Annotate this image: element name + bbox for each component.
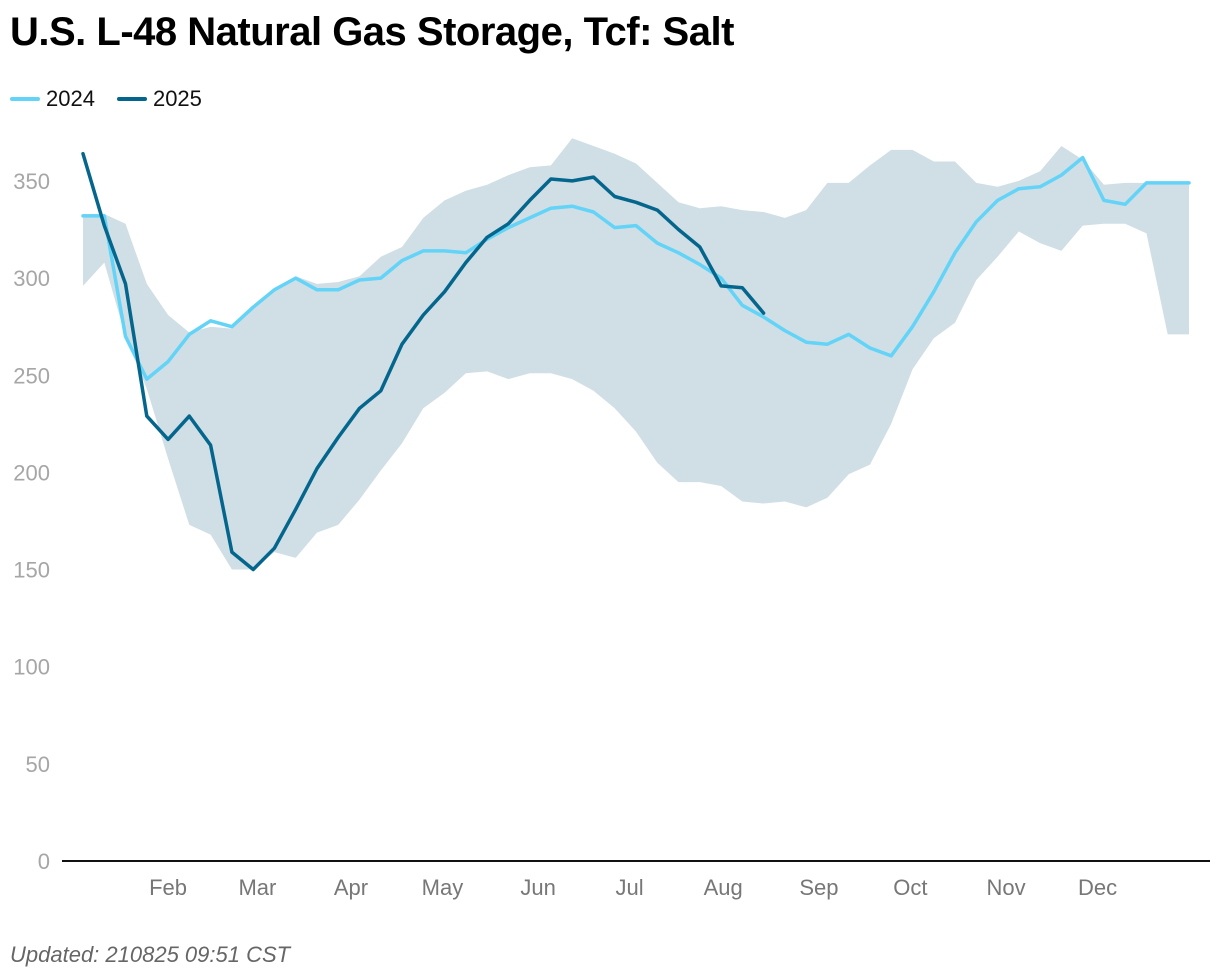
series-line-2025 (81, 151, 766, 572)
series-line-2024 (81, 155, 1191, 381)
x-tick-label: Mar (238, 875, 276, 900)
range-band-layer (83, 138, 1189, 570)
legend-label-2024: 2024 (46, 86, 95, 111)
updated-timestamp: Updated: 210825 09:51 CST (10, 942, 291, 967)
y-tick-label: 200 (13, 460, 50, 485)
axis-layer: 0 50 100 150 200 250 300 350 Feb Mar Apr May Jun Jul A… (13, 169, 1210, 900)
y-tick-label: 300 (13, 266, 50, 291)
legend-item-2024[interactable]: 2024 (10, 86, 95, 112)
chart-svg: 0 50 100 150 200 250 300 350 Feb Mar Apr May Jun Jul A… (13, 138, 1210, 900)
legend-item-2025[interactable]: 2025 (116, 86, 202, 112)
x-tick-label: Jul (616, 875, 644, 900)
x-tick-label: Apr (334, 875, 368, 900)
chart-title: U.S. L-48 Natural Gas Storage, Tcf: Salt (10, 10, 734, 54)
y-tick-label: 0 (38, 849, 50, 874)
chart-legend: 2024 2025 (10, 86, 202, 112)
y-tick-label: 100 (13, 655, 50, 680)
x-tick-label: Jun (520, 875, 555, 900)
y-tick-label: 150 (13, 558, 50, 583)
y-tick-label: 250 (13, 363, 50, 388)
x-tick-label: Dec (1078, 875, 1117, 900)
legend-label-2025: 2025 (152, 86, 202, 111)
series-layer (81, 151, 1191, 572)
x-tick-label: Sep (799, 875, 838, 900)
x-tick-label: May (422, 875, 464, 900)
x-tick-label: Nov (987, 875, 1026, 900)
legend-swatch-2024 (10, 97, 40, 101)
range-band (83, 138, 1189, 570)
x-tick-label: Oct (893, 875, 927, 900)
x-tick-label: Feb (149, 875, 187, 900)
y-tick-label: 350 (13, 169, 50, 194)
y-tick-label: 50 (26, 752, 50, 777)
legend-swatch-2025 (116, 97, 147, 101)
x-tick-label: Aug (704, 875, 743, 900)
